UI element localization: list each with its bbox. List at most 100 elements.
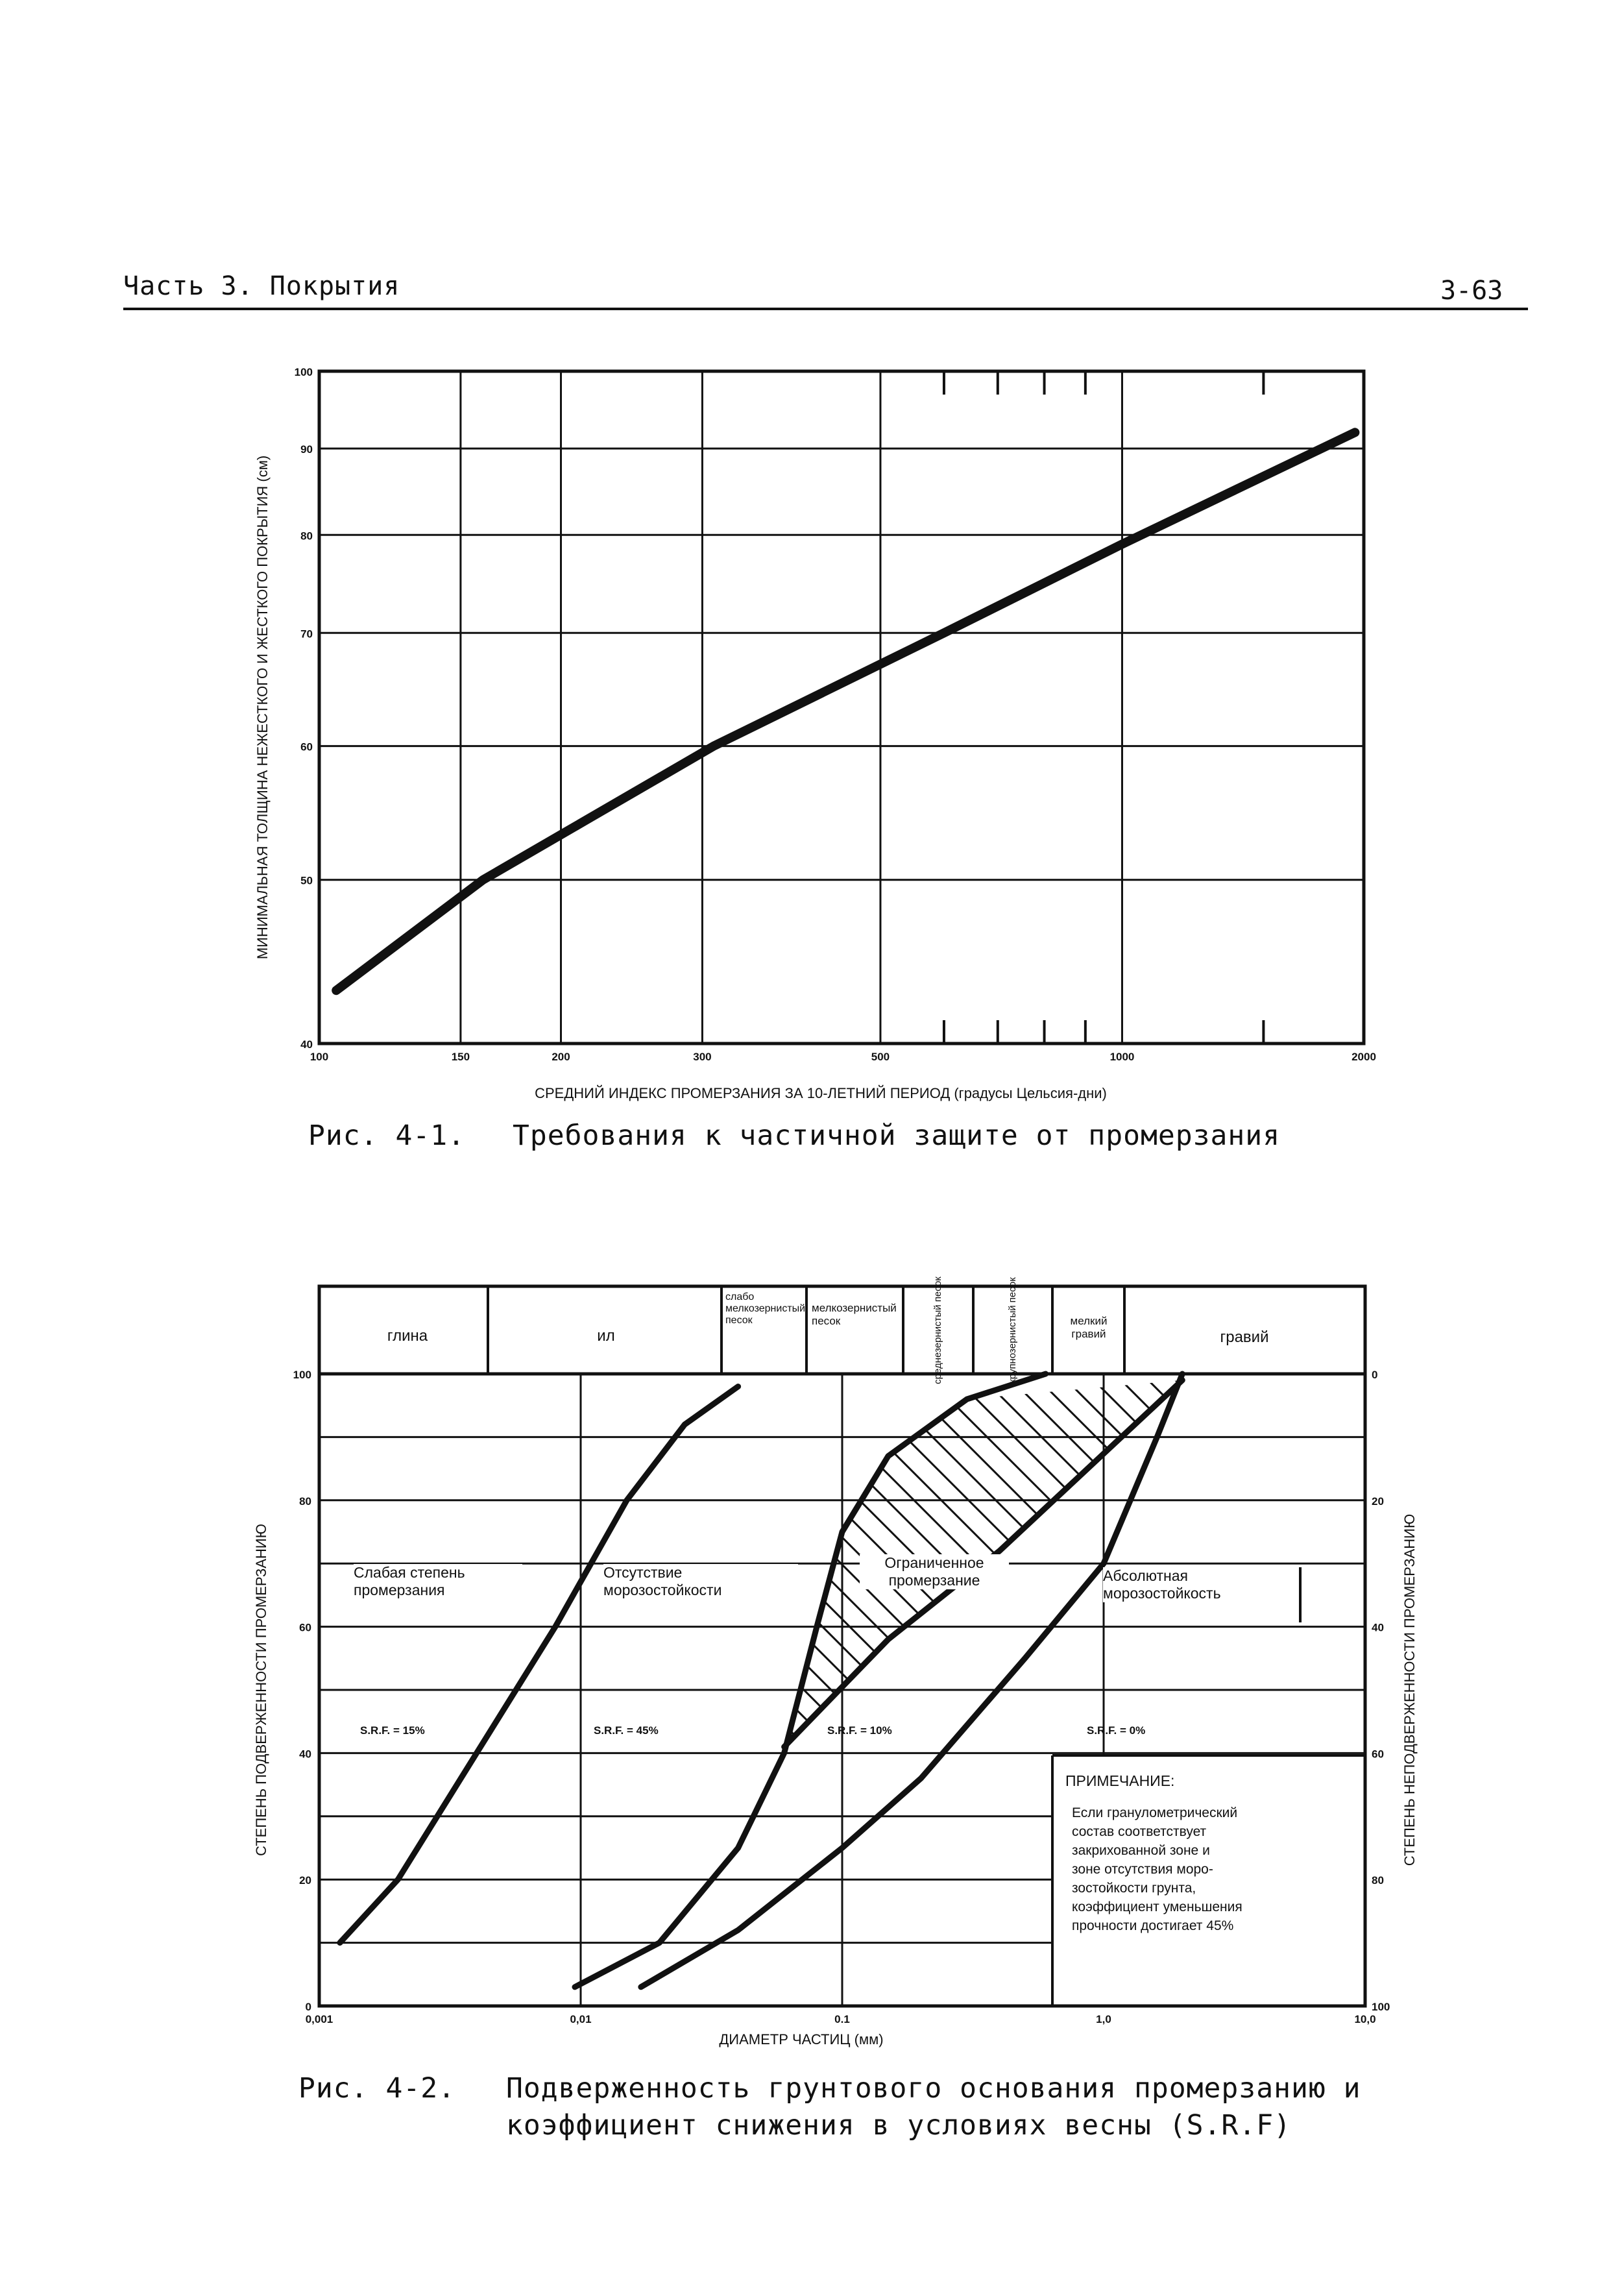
note-line: прочности достигает 45% (1072, 1918, 1233, 1933)
soil-class-clay: глина (387, 1327, 428, 1345)
chart2-y-tick-label: 60 (299, 1622, 311, 1634)
header-rule (123, 308, 1528, 310)
chart2-x-tick-label: 10,0 (1354, 2013, 1376, 2025)
figure2-caption-number: Рис. 4-2. (298, 2072, 455, 2105)
soil-class-medium-sand: среднезернистый песок (932, 1277, 943, 1384)
chart1-y-tick-label: 40 (300, 1038, 313, 1051)
chart2-y2-axis-label: СТЕПЕНЬ НЕПОДВЕРЖЕННОСТИ ПРОМЕРЗАНИЮ (1401, 1514, 1418, 1866)
limited-frost-hatch-zone (784, 1374, 1624, 2010)
chart1-series-line (332, 428, 1360, 996)
figure1-caption-number: Рис. 4-1. (308, 1119, 465, 1152)
chart2-x-tick-label: 0,01 (570, 2013, 591, 2025)
chart2-series-line-2 (572, 1371, 1049, 1990)
note-line: закрихованной зоне и (1072, 1843, 1210, 1858)
chart2-x-tick-label: 0,001 (306, 2013, 333, 2025)
zone-no-frost-resistance: Отсутствие морозостойкости (603, 1564, 798, 1599)
chart2-series-line-4 (781, 1377, 1185, 1750)
soil-class-silt: ил (597, 1327, 614, 1345)
soil-class-gravel: гравий (1220, 1328, 1268, 1346)
chart2-x-tick-label: 1,0 (1096, 2013, 1111, 2025)
chart2-series-line-1 (337, 1384, 742, 1946)
hatch-line (1523, 1374, 1624, 2010)
hatch-line (1360, 1374, 1624, 2010)
chart1-y-tick-label: 50 (300, 875, 313, 887)
hatch-line (923, 1380, 1183, 1753)
srf-45: S.R.F. = 45% (594, 1724, 659, 1737)
soil-class-weak-fine-sand: слабо мелкозернистый песок (725, 1291, 805, 1326)
zone-limited-frost: Ограниченное промерзание (860, 1554, 1009, 1589)
chart2-y2-tick-label: 100 (1372, 2001, 1390, 2013)
frost-thickness-chart: 100 150 200 300 500 1000 2000 40 50 60 70 80 90 100 С… (254, 366, 1376, 1101)
srf-15: S.R.F. = 15% (360, 1724, 425, 1737)
figure1-caption-text: Требования к частичной защите от промерз… (513, 1119, 1281, 1152)
note-line: состав соответствует (1072, 1824, 1207, 1839)
figure2-caption-line1: Подверженность грунтового основания пром… (506, 2072, 1361, 2105)
note-title: ПРИМЕЧАНИЕ: (1065, 1772, 1174, 1789)
hatch-line (1442, 1374, 1624, 2010)
page-number: 3-63 (1440, 276, 1503, 306)
chart1-frame (317, 369, 1366, 1045)
zone-absolute-frost-resistance: Абсолютная морозостойкость (1103, 1567, 1298, 1602)
hatch-line (895, 1380, 1183, 1753)
note-line: Если гранулометрический (1072, 1805, 1237, 1820)
figure2-caption-line2: коэффициент снижения в условиях весны (S… (506, 2109, 1291, 2142)
hatch-line (784, 1380, 1016, 1753)
srf-0: S.R.F. = 0% (1087, 1724, 1145, 1737)
hatch-line (1387, 1374, 1624, 2010)
note-line: зостойкости грунта, (1072, 1881, 1196, 1896)
hatch-line (784, 1380, 1071, 1753)
chart1-y-tick-label: 80 (300, 530, 313, 542)
chart2-y2-tick-label: 40 (1372, 1622, 1384, 1634)
chart1-x-tick-label: 200 (551, 1051, 570, 1063)
chart2-y-axis-label: СТЕПЕНЬ ПОДВЕРЖЕННОСТИ ПРОМЕРЗАНИЮ (253, 1524, 269, 1856)
chart1-y-tick-label: 100 (295, 366, 313, 378)
chart1-x-tick-label: 150 (452, 1051, 470, 1063)
zone-weak-frost: Слабая степень промерзания (354, 1564, 522, 1599)
hatch-line (1578, 1374, 1624, 2010)
soil-class-coarse-sand: крупнозернистый песок (1007, 1277, 1018, 1384)
chart1-x-tick-label: 100 (310, 1051, 328, 1063)
chart1-y-tick-label: 70 (300, 628, 313, 640)
note-line: коэффициент уменьшения (1072, 1900, 1242, 1914)
chart1-x-tick-label: 500 (871, 1051, 890, 1063)
frost-susceptibility-chart: глина ил слабо мелкозернистый песок мелк… (253, 1277, 1624, 2047)
hatch-line (784, 1380, 1152, 1753)
hatch-line (1333, 1374, 1624, 2010)
chart1-x-tick-label: 1000 (1110, 1051, 1135, 1063)
hatch-line (1605, 1374, 1624, 2010)
chart1-y-axis-label: МИНИМАЛЬНАЯ ТОЛЩИНА НЕЖЕСТКОГО И ЖЕСТКОГ… (254, 456, 271, 959)
hatch-line (784, 1380, 1098, 1753)
chart2-y-tick-label: 0 (306, 2001, 311, 2013)
section-title: Часть 3. Покрытия (123, 271, 400, 301)
soil-class-fine-gravel: мелкий гравий (1071, 1315, 1108, 1340)
chart2-x-axis-label: ДИАМЕТР ЧАСТИЦ (мм) (719, 2031, 883, 2047)
chart2-y2-tick-label: 20 (1372, 1495, 1384, 1508)
chart2-series-line-3 (638, 1371, 1185, 1990)
chart2-frame (317, 1372, 1367, 2008)
chart1-x-tick-label: 2000 (1351, 1051, 1376, 1063)
chart2-y-tick-label: 100 (293, 1369, 311, 1381)
chart1-y-tick-label: 60 (300, 741, 313, 753)
chart2-y2-tick-label: 0 (1372, 1369, 1377, 1381)
chart2-y-tick-label: 40 (299, 1748, 311, 1760)
hatch-line (1469, 1374, 1624, 2010)
chart1-x-axis-label: СРЕДНИЙ ИНДЕКС ПРОМЕРЗАНИЯ ЗА 10-ЛЕТНИЙ … (535, 1085, 1107, 1101)
hatch-line (784, 1380, 1125, 1753)
hatch-line (1496, 1374, 1624, 2010)
hatch-line (950, 1380, 1183, 1753)
hatch-line (1551, 1374, 1624, 2010)
chart1-x-tick-label: 300 (693, 1051, 711, 1063)
chart2-y2-tick-label: 80 (1372, 1874, 1384, 1887)
soil-class-fine-sand: мелкозернистый песок (812, 1302, 897, 1327)
hatch-line (784, 1380, 989, 1753)
hatch-line (784, 1380, 1043, 1753)
chart2-y-tick-label: 20 (299, 1874, 311, 1887)
hatch-line (1414, 1374, 1624, 2010)
chart2-y-tick-label: 80 (299, 1495, 311, 1508)
hatch-line (784, 1380, 962, 1753)
note-line: зоне отсутствия моро- (1072, 1862, 1213, 1877)
chart2-y2-tick-label: 60 (1372, 1748, 1384, 1760)
chart1-y-tick-label: 90 (300, 443, 313, 456)
hatch-line (868, 1380, 1183, 1753)
chart2-x-tick-label: 0.1 (834, 2013, 850, 2025)
